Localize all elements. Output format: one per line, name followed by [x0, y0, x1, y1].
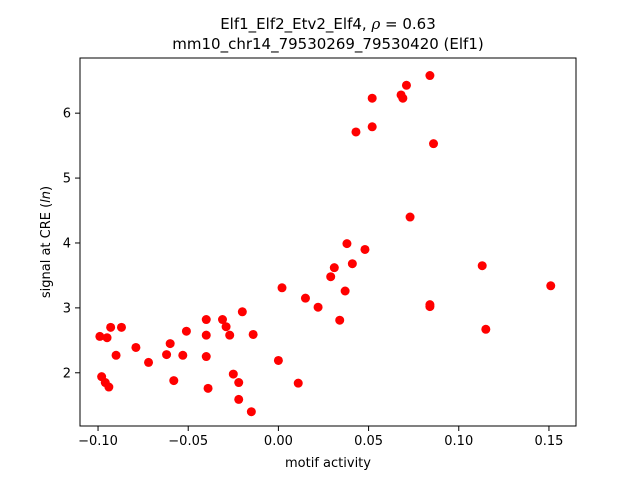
data-point-14	[181, 326, 191, 336]
plot-frame	[79, 57, 577, 427]
data-point-9	[144, 357, 154, 367]
data-point-3	[116, 322, 126, 332]
y-axis-ticks: 2 3 4 5 6	[63, 107, 80, 381]
data-point-13	[178, 350, 188, 360]
data-point-45	[401, 80, 411, 90]
data-point-30	[293, 378, 303, 388]
y-axis-label-prefix: signal at CRE (	[39, 203, 54, 298]
data-point-19	[217, 315, 227, 325]
y-tick-label-2: 4	[63, 236, 71, 251]
x-tick-label-3: 0.05	[354, 434, 383, 449]
data-point-23	[234, 378, 244, 388]
x-tick-label-2: 0.00	[264, 434, 293, 449]
y-tick-label-1: 3	[63, 301, 71, 316]
data-point-37	[342, 239, 352, 249]
data-point-34	[329, 263, 339, 273]
data-point-51	[477, 261, 487, 271]
data-point-0	[95, 331, 105, 341]
chart-title-line2: mm10_chr14_79530269_79530420 (Elf1)	[172, 35, 483, 54]
data-point-48	[429, 139, 439, 149]
y-tick-label-3: 5	[63, 172, 71, 187]
data-point-10	[162, 350, 172, 360]
data-point-36	[340, 286, 350, 296]
data-point-47	[425, 71, 435, 81]
x-axis-label: motif activity	[285, 456, 371, 471]
data-point-42	[367, 93, 377, 103]
data-point-38	[347, 259, 357, 269]
x-tick-label-4: 0.10	[444, 434, 473, 449]
data-point-17	[201, 352, 211, 362]
data-point-44	[398, 93, 408, 103]
x-axis-ticks: −0.10 −0.05 0.00 0.05 0.10 0.15	[78, 426, 563, 449]
x-tick-label-0: −0.10	[78, 434, 118, 449]
y-tick-label-0: 2	[63, 366, 71, 381]
data-point-28	[273, 355, 283, 365]
y-tick-label-4: 6	[63, 107, 71, 122]
y-axis-label-italic: ln	[39, 191, 54, 203]
scatter-points	[95, 71, 556, 417]
data-point-52	[481, 324, 491, 334]
data-point-22	[228, 369, 238, 379]
data-point-21	[225, 330, 235, 340]
data-point-50	[425, 302, 435, 312]
data-point-7	[104, 382, 114, 392]
data-point-12	[169, 376, 179, 386]
data-point-2	[106, 322, 116, 332]
title-rho-symbol: ρ	[370, 15, 380, 33]
data-point-15	[201, 315, 211, 325]
y-axis-label: signal at CRE (ln)	[39, 186, 54, 298]
data-point-16	[201, 330, 211, 340]
data-point-24	[234, 394, 244, 404]
data-point-18	[203, 383, 213, 393]
data-point-32	[313, 302, 323, 312]
data-point-1	[102, 333, 112, 343]
data-point-25	[237, 307, 247, 317]
x-tick-label-5: 0.15	[534, 434, 563, 449]
title-rho-value: = 0.63	[380, 15, 436, 33]
y-axis-label-suffix: )	[39, 186, 54, 191]
data-point-4	[111, 350, 121, 360]
data-point-46	[405, 212, 415, 222]
data-point-41	[367, 122, 377, 132]
title-prefix: Elf1_Elf2_Etv2_Elf4,	[220, 15, 371, 34]
data-point-53	[546, 281, 556, 291]
data-point-26	[248, 329, 258, 339]
data-point-29	[277, 283, 287, 293]
data-point-8	[131, 342, 141, 352]
data-point-11	[165, 339, 175, 349]
data-point-33	[326, 272, 336, 282]
x-tick-label-1: −0.05	[168, 434, 208, 449]
data-point-39	[360, 244, 370, 254]
data-point-27	[246, 407, 256, 417]
data-point-40	[351, 127, 361, 137]
chart-title-line1: Elf1_Elf2_Etv2_Elf4, ρ = 0.63	[220, 15, 436, 34]
data-point-31	[300, 293, 310, 303]
data-point-20	[221, 322, 231, 332]
data-point-35	[335, 315, 345, 325]
